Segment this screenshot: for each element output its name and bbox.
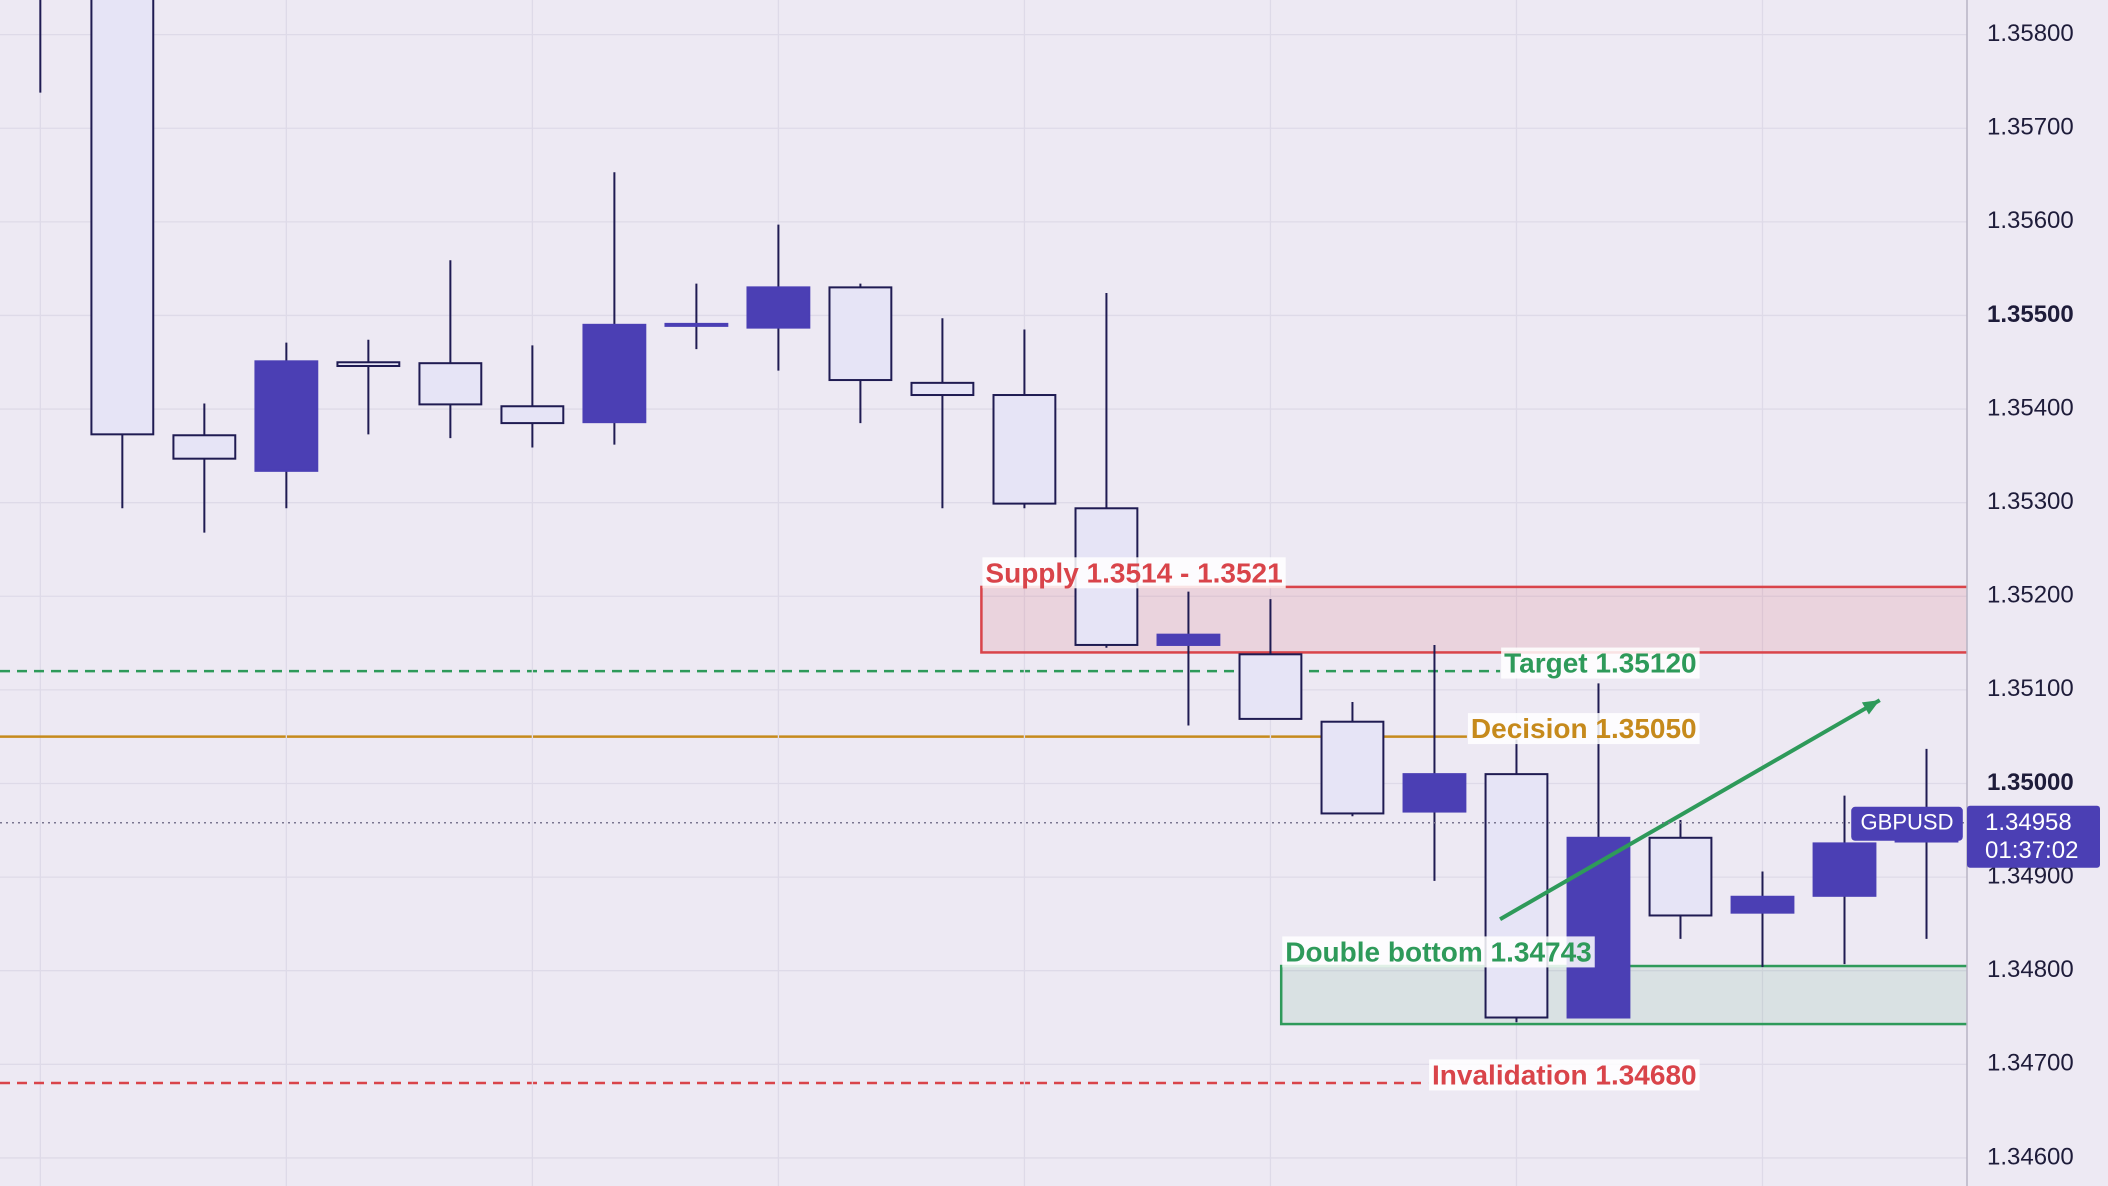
y-tick-label: 1.35300 (1987, 488, 2074, 515)
candle-body (500, 405, 565, 425)
y-tick-label: 1.35200 (1987, 582, 2074, 609)
annotation-label-bg (982, 557, 1286, 589)
y-tick-label: 1.35600 (1987, 207, 2074, 234)
candle-body (582, 323, 647, 424)
candle-body (1402, 773, 1467, 813)
plot-area: Supply 1.3514 - 1.3521 Double bottom 1.34… (0, 0, 1967, 1186)
candle-body (336, 361, 401, 368)
annotation-label-bg (1501, 647, 1700, 679)
y-tick-label: 1.35400 (1987, 394, 2074, 421)
candle-body (992, 394, 1057, 505)
trend-arrow (1499, 698, 1881, 921)
y-tick-label: 1.35100 (1987, 675, 2074, 702)
y-tick-label: 1.35700 (1987, 114, 2074, 141)
y-tick-label: 1.34700 (1987, 1050, 2074, 1077)
candle-body (1648, 836, 1713, 917)
symbol-tag: GBPUSD (1861, 810, 1954, 835)
candle-body (418, 362, 483, 406)
y-tick-label: 1.35500 (1987, 301, 2074, 328)
annotation-label-bg (1429, 1059, 1700, 1091)
candle-body (664, 322, 729, 327)
zone (980, 585, 1967, 654)
y-tick-label: 1.34800 (1987, 956, 2074, 983)
candle-body (254, 360, 319, 472)
candle-body (1156, 633, 1221, 646)
annotation-label: Double bottom 1.34743 (1285, 936, 1592, 967)
annotation-label: Supply 1.3514 - 1.3521 (985, 557, 1282, 588)
annotation-label: Decision 1.35050 (1471, 713, 1697, 744)
candle-body (1812, 842, 1877, 897)
y-tick-label: 1.34600 (1987, 1143, 2074, 1170)
arrow-head (1861, 700, 1880, 715)
y-tick-label: 1.35800 (1987, 20, 2074, 47)
price-tag-bg (1967, 805, 2100, 868)
annotation-label: Invalidation 1.34680 (1432, 1059, 1697, 1090)
zone (1279, 964, 1967, 1026)
annotation-label-bg (1467, 713, 1700, 745)
candle-body (1730, 895, 1795, 914)
annotation-label: Target 1.35120 (1504, 648, 1697, 679)
candle-body (746, 286, 811, 329)
candle-body (1238, 653, 1303, 720)
candle-body (1566, 836, 1631, 1019)
candle-body (90, 0, 155, 436)
symbol-tag-bg (1851, 806, 1963, 841)
countdown: 01:37:02 (1985, 837, 2078, 864)
y-tick-label: 1.35000 (1987, 769, 2074, 796)
candle-body (172, 434, 237, 460)
candle-body (910, 381, 975, 397)
price-tag: 1.34958 (1985, 809, 2072, 836)
annotation-label-bg (1282, 936, 1595, 968)
price-axis: 1.35800 1.35700 1.35600 1.35500 1.35400 1.353… (1966, 0, 2100, 1186)
candle-body (828, 286, 893, 382)
candle-body (1320, 720, 1385, 815)
